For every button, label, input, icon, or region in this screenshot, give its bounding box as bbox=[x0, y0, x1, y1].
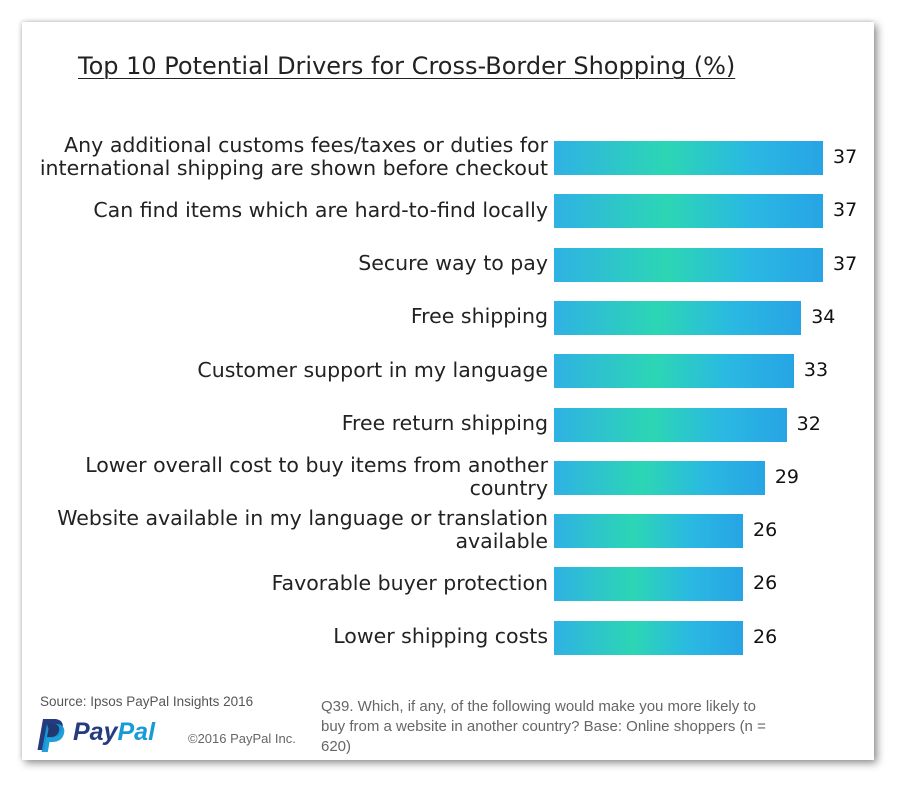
category-label: Free shipping bbox=[28, 305, 548, 328]
value-label: 26 bbox=[753, 625, 778, 648]
category-label: Can find items which are hard-to-find lo… bbox=[28, 197, 548, 222]
category-label-line: country bbox=[469, 475, 548, 500]
category-label: Secure way to pay bbox=[28, 252, 548, 275]
paypal-logo: PayPal bbox=[73, 718, 155, 747]
bar bbox=[554, 194, 823, 229]
value-label: 32 bbox=[796, 412, 821, 435]
category-label-line: Secure way to pay bbox=[358, 251, 548, 276]
source-note: Source: Ipsos PayPal Insights 2016 bbox=[40, 694, 254, 709]
category-label-line: Lower shipping costs bbox=[333, 624, 548, 649]
chart-title: Top 10 Potential Drivers for Cross-Borde… bbox=[78, 52, 736, 80]
category-label-line: Website available in my language or tran… bbox=[57, 506, 548, 531]
value-label: 33 bbox=[803, 359, 829, 382]
value-label: 37 bbox=[833, 199, 858, 222]
logo-text-pal: Pal bbox=[117, 718, 156, 746]
category-label: Website available in my language or tran… bbox=[28, 507, 548, 553]
bar bbox=[554, 514, 744, 549]
bar bbox=[554, 620, 744, 655]
category-label: Customer support in my language bbox=[28, 357, 548, 382]
logo-text-pay: Pay bbox=[73, 718, 118, 746]
category-label: Lower shipping costs bbox=[28, 625, 548, 648]
value-label: 37 bbox=[833, 252, 858, 275]
bar bbox=[554, 567, 744, 602]
category-label-line: Customer support in my language bbox=[197, 357, 548, 382]
category-label-line: international shipping are shown before … bbox=[39, 156, 548, 180]
category-label-line: available bbox=[455, 529, 548, 554]
value-label: 37 bbox=[833, 146, 858, 168]
category-label-line: Lower overall cost to buy items from ano… bbox=[85, 452, 548, 477]
category-label-line: Can find items which are hard-to-find lo… bbox=[93, 197, 548, 222]
category-label-line: Favorable buyer protection bbox=[271, 570, 548, 595]
copyright-text: ©2016 PayPal Inc. bbox=[188, 731, 296, 746]
category-label: Lower overall cost to buy items from ano… bbox=[28, 452, 548, 500]
bar bbox=[554, 460, 765, 495]
value-label: 34 bbox=[811, 305, 836, 328]
category-label: Any additional customs fees/taxes or dut… bbox=[28, 134, 548, 180]
value-label: 26 bbox=[753, 519, 778, 542]
category-label-line: Any additional customs fees/taxes or dut… bbox=[64, 133, 548, 157]
category-label: Free return shipping bbox=[28, 412, 548, 435]
category-label-line: Free return shipping bbox=[341, 411, 548, 435]
question-note: Q39. Which, if any, of the following wou… bbox=[321, 698, 766, 755]
value-label: 29 bbox=[774, 465, 800, 488]
bar bbox=[554, 247, 823, 282]
bar bbox=[554, 141, 823, 175]
value-label: 26 bbox=[753, 572, 778, 595]
bar bbox=[554, 354, 794, 389]
category-label-line: Free shipping bbox=[410, 304, 548, 329]
category-label: Favorable buyer protection bbox=[28, 570, 548, 595]
bar bbox=[554, 300, 802, 335]
bar bbox=[554, 407, 787, 442]
paypal-logo-icon bbox=[37, 719, 65, 752]
